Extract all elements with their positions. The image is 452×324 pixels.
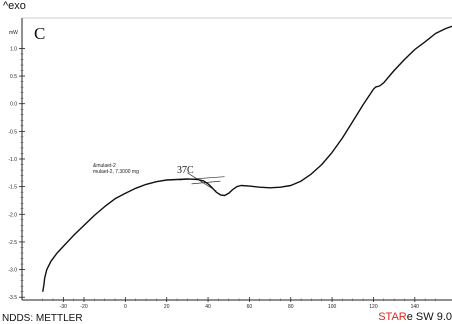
footer-right-text: STARe SW 9.0: [378, 311, 452, 323]
y-tick-label: -2.5: [8, 240, 17, 246]
x-axis: -30 -20 0 20 40 60 80 100 120 140: [42, 297, 436, 310]
series-layer: [42, 25, 452, 292]
y-axis: mW 1.0 0.5 0.0 -0.5 -1.0 -1.5 -2.0 -2.5 -3.0 -3.5: [8, 30, 25, 301]
x-tick-label: 60: [247, 304, 253, 310]
y-tick-label: -1.0: [8, 157, 17, 163]
transition-label: 37C: [177, 165, 194, 176]
y-axis-unit-label: mW: [9, 30, 18, 36]
footer-left-text: NDDS: METTLER: [2, 313, 83, 324]
x-tick-label: 0: [124, 304, 127, 310]
footer-version: e SW 9.0: [406, 311, 452, 323]
y-tick-label: -1.5: [8, 185, 17, 191]
x-tick-label: 140: [411, 304, 420, 310]
footer-brand: STAR: [378, 311, 407, 323]
panel-letter: C: [34, 24, 46, 43]
y-tick-label: -3.0: [8, 268, 17, 274]
x-tick-label: -20: [80, 304, 87, 310]
exo-direction-label: ^exo: [3, 0, 26, 12]
y-tick-label: -2.0: [8, 212, 17, 218]
y-tick-label: -0.5: [8, 129, 17, 135]
plot-frame: [21, 17, 452, 301]
sample-label: &mulaet-2 mulaet-2, 7.3000 mg: [93, 163, 139, 175]
x-tick-label: -30: [60, 304, 67, 310]
x-tick-label: 40: [205, 304, 211, 310]
y-tick-label: 0.0: [10, 102, 17, 108]
sample-label-line2: mulaet-2, 7.3000 mg: [93, 169, 139, 175]
y-tick-label: 0.5: [10, 74, 17, 80]
y-tick-label: -3.5: [8, 295, 17, 301]
x-tick-label: 100: [328, 304, 337, 310]
sample-label-line1: &mulaet-2: [93, 163, 116, 169]
y-tick-label: 1.0: [10, 46, 17, 52]
x-tick-label: 80: [288, 304, 294, 310]
dsc-curve: [42, 25, 452, 292]
x-tick-label: 20: [164, 304, 170, 310]
x-tick-label: 120: [369, 304, 378, 310]
